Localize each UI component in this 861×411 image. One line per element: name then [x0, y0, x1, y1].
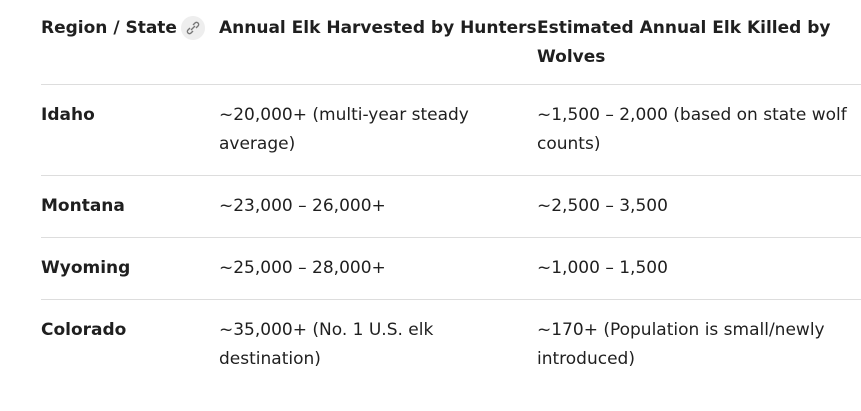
link-icon[interactable]: [180, 16, 205, 40]
header-row: Region / State Annual Elk Harvested by H…: [41, 14, 861, 85]
table-cell: Colorado: [41, 320, 127, 340]
table: Region / State Annual Elk Harvested by H…: [41, 14, 861, 390]
header-cell: Estimated Annual Elk Killed by Wolves: [537, 14, 861, 85]
table-cell: ~35,000+ (No. 1 U.S. elk destination): [219, 320, 434, 369]
table-row: Idaho ~20,000+ (multi-year steady average…: [41, 84, 861, 176]
table-cell: ~25,000 – 28,000+: [219, 237, 537, 300]
header-cell: Annual Elk Harvested by Hunters: [219, 14, 537, 85]
header-cell: Region / State: [41, 14, 219, 85]
table-row: Montana ~23,000 – 26,000+ ~2,500 – 3,500: [41, 175, 861, 238]
table-cell: ~23,000 – 26,000+: [219, 175, 537, 238]
link-glyph: [186, 21, 200, 35]
table-body: Idaho ~20,000+ (multi-year steady average…: [41, 84, 861, 391]
table-cell: ~170+ (Population is small/newly introdu…: [537, 320, 825, 369]
table-cell: ~2,500 – 3,500: [537, 175, 861, 238]
header-text: Region / State: [41, 18, 177, 38]
table-cell: Wyoming: [41, 237, 219, 300]
table-cell: Montana: [41, 175, 219, 238]
table-cell: ~1,500 – 2,000 (based on state wolf coun…: [537, 84, 861, 176]
table-cell: Idaho: [41, 84, 219, 176]
table-cell: ~20,000+ (multi-year steady average): [219, 84, 537, 176]
table-row: Colorado ~35,000+ (No. 1 U.S. elk destina…: [41, 300, 861, 391]
table-cell: ~1,000 – 1,500: [537, 237, 861, 300]
table-row: Wyoming ~25,000 – 28,000+ ~1,000 – 1,500: [41, 237, 861, 300]
